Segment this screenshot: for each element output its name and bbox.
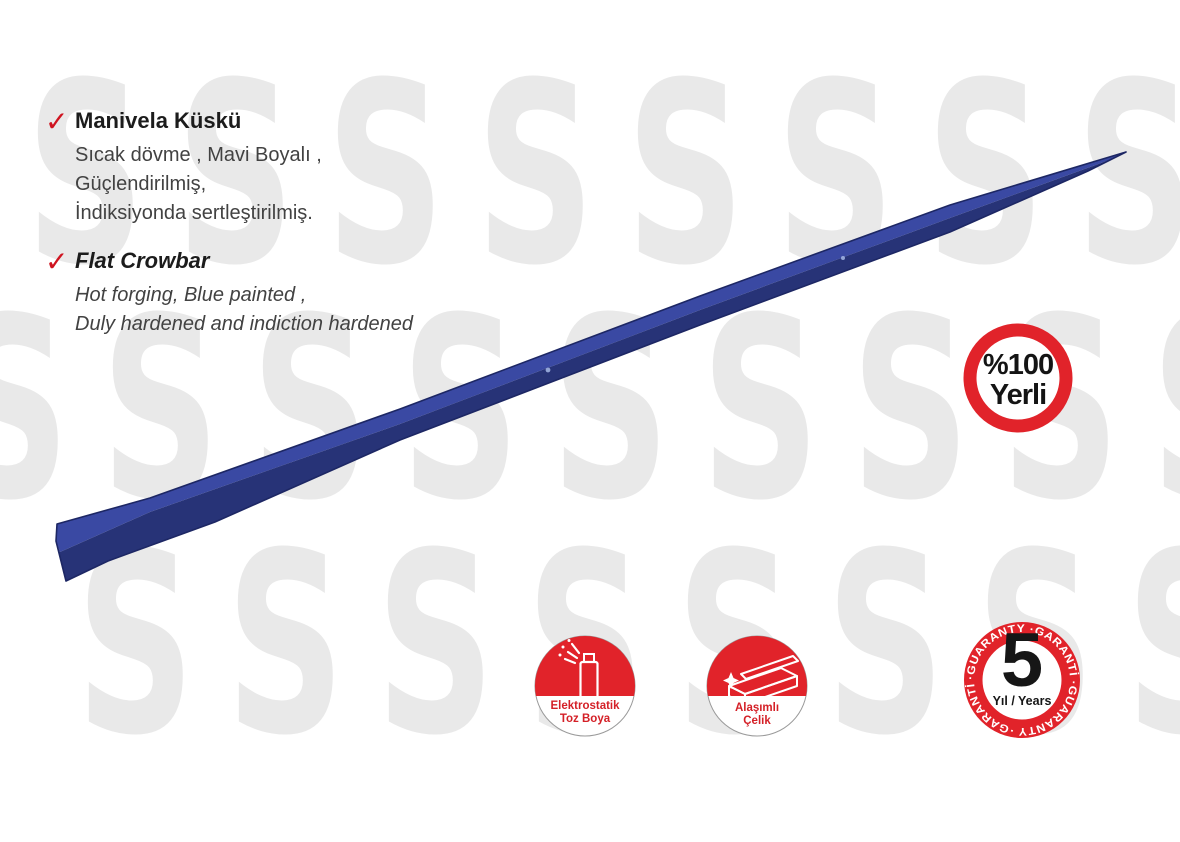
watermark-s-logo: S xyxy=(1126,520,1180,770)
feature-title-tr: Manivela Küskü xyxy=(75,108,242,133)
feature-line: İndiksiyonda sertleştirilmiş. xyxy=(75,202,313,224)
crowbar-bottom-face xyxy=(56,159,1112,581)
feature-title-en: Flat Crowbar xyxy=(75,248,210,273)
watermark-s-logo: S xyxy=(376,499,495,790)
feature-line: Güçlendirilmiş, xyxy=(75,173,207,195)
crowbar-outline xyxy=(55,151,1127,582)
crowbar-highlight xyxy=(841,256,845,260)
watermark-s-logo: S xyxy=(0,285,70,535)
feature-block-tr: ✓ Manivela Küskü Sıcak dövme , Mavi Boya… xyxy=(45,106,322,228)
steel-billet-icon xyxy=(706,635,808,737)
badge-electrostatic-powder: Elektrostatik Toz Boya xyxy=(533,634,637,738)
watermark-s-logo: S xyxy=(226,499,345,790)
watermark-s-logo: S xyxy=(826,499,945,790)
watermark-s-logo: S xyxy=(26,29,145,320)
steel-label-line2: Çelik xyxy=(743,715,771,727)
watermark-s-logo: S xyxy=(176,29,295,320)
yerli-label: Yerli xyxy=(989,379,1047,411)
feature-line: Hot forging, Blue painted , xyxy=(75,284,307,306)
feature-line: Duly hardened and indiction hardened xyxy=(75,313,414,335)
powder-label-line1: Elektrostatik xyxy=(550,700,620,712)
feature-block-en: ✓ Flat Crowbar Hot forging, Blue painted… xyxy=(45,246,414,339)
watermark-s-logo: S xyxy=(626,29,745,320)
steel-badge-label: Alaşımlı Çelik xyxy=(705,702,809,728)
check-icon: ✓ xyxy=(45,106,69,137)
watermark-s-logo: S xyxy=(326,29,445,320)
yerli-percent: %100 xyxy=(982,349,1054,381)
crowbar-top-face xyxy=(56,152,1126,552)
yerli-ring-icon xyxy=(963,323,1073,433)
guarantee-seal-icon: ·GUARANTY ·GARANTİ ·GUARANTY ·GARANTİ xyxy=(964,622,1080,738)
spray-can-icon xyxy=(534,635,636,737)
watermark-s-logo: S xyxy=(926,29,1045,320)
watermark-s-logo: S xyxy=(1151,285,1180,535)
watermark-s-logo: S xyxy=(476,29,595,320)
watermark-s-logo: S xyxy=(1076,50,1180,300)
guarantee-number: 5 xyxy=(1000,618,1044,703)
badge-alloy-steel: Alaşımlı Çelik xyxy=(705,634,809,738)
check-icon: ✓ xyxy=(45,246,69,277)
yerli-badge-text: %100 Yerli xyxy=(958,350,1078,410)
watermark-s-logo: S xyxy=(851,264,970,555)
badge-guarantee: ·GUARANTY ·GARANTİ ·GUARANTY ·GARANTİ 5 … xyxy=(960,618,1084,742)
badge-100-yerli: %100 Yerli xyxy=(958,318,1078,438)
powder-badge-label: Elektrostatik Toz Boya xyxy=(533,700,637,726)
crowbar-highlight xyxy=(545,367,551,373)
guarantee-subtitle: Yıl / Years xyxy=(992,694,1052,708)
feature-line: Sıcak dövme , Mavi Boyalı , xyxy=(75,144,322,166)
powder-label-line2: Toz Boya xyxy=(559,713,611,725)
watermark-s-logo: S xyxy=(701,264,820,555)
steel-label-line1: Alaşımlı xyxy=(734,702,780,714)
